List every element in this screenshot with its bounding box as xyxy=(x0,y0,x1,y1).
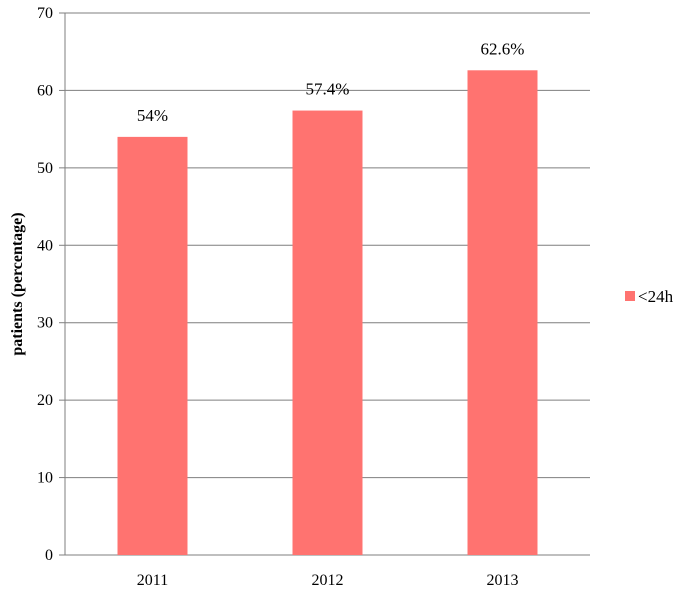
y-tick-label-10: 10 xyxy=(37,470,53,487)
y-tick-label-20: 20 xyxy=(37,392,53,409)
data-label-2012: 57.4% xyxy=(306,80,350,99)
y-tick-label-50: 50 xyxy=(37,160,53,177)
data-label-2013: 62.6% xyxy=(481,39,525,58)
legend-label-lt24h: <24h xyxy=(638,287,674,306)
x-tick-label-2013: 2013 xyxy=(487,572,519,589)
y-tick-label-30: 30 xyxy=(37,315,53,332)
data-label-2011: 54% xyxy=(137,106,168,125)
y-tick-label-60: 60 xyxy=(37,82,53,99)
x-axis-ticks: 2011 2012 2013 xyxy=(137,572,519,589)
y-axis-title: patients (percentage) xyxy=(9,212,26,355)
bars xyxy=(117,70,538,555)
bar-2011 xyxy=(117,136,188,555)
y-axis-ticks: 0 10 20 30 40 50 60 70 xyxy=(37,5,65,564)
bar-2012 xyxy=(292,110,363,555)
bar-2013 xyxy=(467,70,538,555)
legend: <24h xyxy=(625,287,674,306)
y-tick-label-70: 70 xyxy=(37,5,53,22)
y-tick-label-0: 0 xyxy=(45,547,53,564)
x-tick-label-2011: 2011 xyxy=(137,572,168,589)
legend-swatch-lt24h xyxy=(625,291,635,301)
y-tick-label-40: 40 xyxy=(37,237,53,254)
x-tick-label-2012: 2012 xyxy=(312,572,344,589)
data-labels: 54% 57.4% 62.6% xyxy=(137,39,525,125)
